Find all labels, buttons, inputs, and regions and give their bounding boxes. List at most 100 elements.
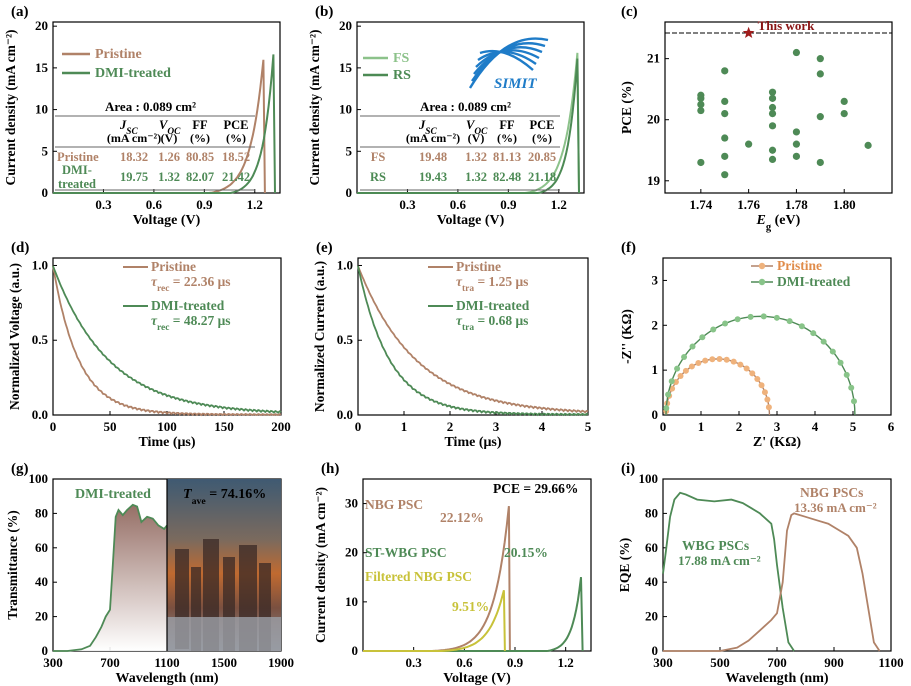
x-tick-label: 1900 [268, 655, 294, 670]
legend-label: FS [393, 51, 410, 66]
legend-label: Pristine [95, 47, 142, 62]
this-work-star [742, 26, 755, 38]
table-unit: (%) [190, 131, 210, 145]
scatter-point [697, 100, 705, 109]
scatter-point [768, 122, 777, 130]
x-axis-label: Wavelength (nm) [115, 671, 218, 686]
x-tick-label: 4 [812, 419, 819, 434]
y-tick-label: 1 [652, 362, 659, 377]
table-cell: 20.85 [528, 150, 556, 164]
x-tick-label: 5 [585, 419, 592, 434]
scatter-point [768, 88, 777, 96]
photo-street [167, 617, 281, 651]
y-tick-label: 5 [346, 143, 353, 158]
y-tick-label: 10 [345, 594, 358, 609]
x-tick-label: 0.9 [196, 197, 213, 212]
panel-a: 0.3 0.6 0.9 1.2 0 5 10 15 20 Voltage (V) Current d… [3, 4, 281, 228]
y-tick-label: 21 [647, 51, 660, 66]
nyquist-point [665, 391, 672, 398]
series-label: Filtered NBG PSC [365, 569, 472, 584]
table-cell: 18.32 [120, 150, 148, 164]
nyquist-point [848, 384, 855, 391]
axes-frame [52, 257, 282, 416]
y-tick-label: 0 [652, 407, 659, 422]
table-row-label: Pristine [57, 150, 99, 164]
table-unit: (mA cm⁻²) [406, 131, 460, 145]
x-tick-label: 0.3 [406, 655, 423, 670]
x-axis-label: Eg (eV) [756, 213, 801, 233]
table-row-label: RS [370, 170, 386, 184]
transmittance-fill [53, 504, 167, 651]
x-tick-label: 2 [447, 419, 454, 434]
nyquist-point [695, 360, 702, 367]
nyquist-point [681, 353, 688, 360]
nyquist-point [723, 356, 730, 363]
nyquist-point [829, 348, 836, 355]
table-header: PCE [530, 118, 555, 132]
nyquist-point [702, 357, 709, 364]
x-tick-label: 1 [698, 419, 705, 434]
y-tick-label: 0 [346, 185, 353, 200]
panel-letter: (h) [321, 461, 339, 477]
scatter-point [697, 106, 705, 115]
x-tick-label: 0.3 [95, 197, 112, 212]
nyquist-point [765, 404, 772, 411]
legend-label: DMI-treated [95, 66, 171, 81]
y-tick-label: 20 [35, 609, 48, 624]
table-cell: 1.26 [158, 150, 180, 164]
x-tick-label: 1.2 [247, 197, 263, 212]
legend-marker [758, 262, 766, 270]
transmittance-curve [53, 503, 168, 652]
x-tick-label: 0.9 [500, 197, 517, 212]
nyquist-point [761, 389, 768, 396]
table-header: VOC [159, 118, 181, 137]
decay-curve-Pristine [52, 265, 282, 417]
x-tick-label: 100 [157, 419, 177, 434]
scatter-point [721, 134, 729, 142]
x-tick-label: 1.2 [551, 197, 567, 212]
y-tick-label: 0.0 [337, 407, 353, 422]
y-axis-label: Current density (mA cm⁻²) [313, 487, 328, 643]
y-axis-label: PCE (%) [619, 81, 634, 134]
tau-label: τrec = 22.36 μs [151, 274, 231, 294]
panel-letter: (b) [315, 4, 333, 20]
nyquist-point [716, 355, 723, 362]
y-axis-label: Transmittance (%) [5, 510, 20, 620]
y-axis-label: Current density (mA cm⁻²) [307, 29, 322, 185]
panel-g: 300 700 1100 1500 1900 0 20 40 60 80 100 Wavelength… [5, 461, 294, 686]
x-tick-label: 0.3 [399, 197, 416, 212]
panel-letter: (g) [11, 461, 29, 477]
y-tick-label: 0.5 [337, 332, 354, 347]
table-cell: 82.48 [493, 170, 521, 184]
nyquist-point [760, 313, 767, 320]
x-tick-label: 3 [493, 419, 500, 434]
eqe-curve-NBG PSCs [663, 512, 881, 652]
x-tick-label: 300 [43, 655, 63, 670]
panel-letter: (a) [11, 4, 29, 20]
y-axis-label: Normalized Current (a.u.) [312, 261, 327, 412]
table-cell: 21.18 [528, 170, 556, 184]
y-tick-label: 20 [647, 112, 660, 127]
y-tick-label: 19 [647, 173, 661, 188]
table-cell: 19.48 [419, 150, 447, 164]
nyquist-point [730, 358, 737, 365]
x-tick-label: 900 [824, 655, 844, 670]
y-tick-label: 3 [652, 272, 659, 287]
nyquist-point [786, 318, 793, 325]
decay-curve-DMI-treated [357, 265, 589, 417]
scatter-point [768, 110, 777, 118]
y-tick-label: 2 [652, 317, 659, 332]
scatter-point [721, 110, 729, 118]
table-cell: 80.85 [186, 150, 214, 164]
legend-label: DMI-treated [75, 487, 151, 502]
panel-letter: (e) [316, 240, 333, 256]
jv-curve-DMI-treated [53, 54, 276, 194]
panel-letter: (d) [11, 240, 29, 256]
nyquist-point [699, 334, 706, 341]
nyquist-point [820, 338, 827, 345]
y-tick-label: 20 [35, 18, 48, 33]
table-unit: (%) [497, 131, 517, 145]
nyquist-point [689, 343, 696, 350]
x-tick-label: 150 [214, 419, 234, 434]
